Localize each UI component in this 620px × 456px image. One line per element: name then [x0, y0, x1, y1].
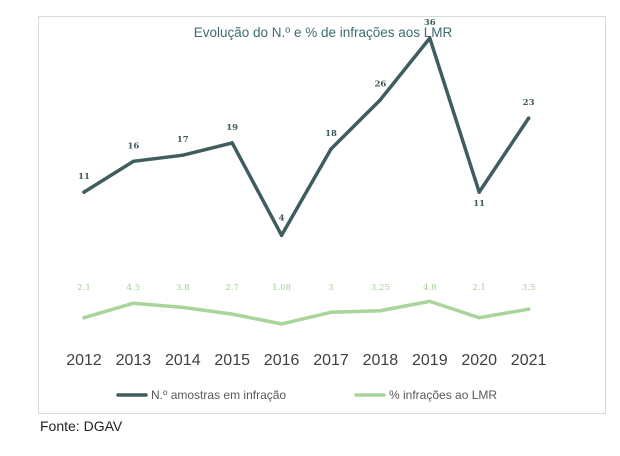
chart-frame: Evolução do N.º e % de infrações aos LMR…	[38, 16, 606, 414]
series-1-point	[329, 147, 333, 151]
series-1-point	[131, 159, 136, 164]
series-2-data-label: 1.08	[272, 283, 291, 293]
series-2-data-label: 3	[328, 283, 333, 293]
series-2-data-label: 3.25	[371, 283, 390, 293]
series-2-point	[82, 315, 86, 320]
series-2-point	[428, 299, 432, 304]
series-2-point	[378, 308, 383, 313]
x-tick-label: 2018	[363, 352, 399, 369]
series-2-point	[477, 315, 481, 320]
series-1-point	[230, 141, 234, 145]
series-2-data-label: 2.7	[225, 283, 239, 293]
series-2-data-label: 3.5	[522, 283, 536, 293]
series-2-data-label: 2.1	[472, 283, 486, 293]
series-2-point	[279, 322, 284, 326]
legend-label-series-1: N.º amostras em infração	[151, 388, 286, 402]
source-note: Fonte: DGAV	[40, 418, 123, 434]
series-2-data-label: 4.8	[423, 283, 437, 293]
series-1-point	[279, 233, 284, 238]
series-1-data-label: 19	[226, 123, 238, 133]
x-tick-label: 2013	[116, 352, 152, 369]
line-chart: 2.1 4.5 3.8 2.7 1.08 3 3.25 4.8 2.1 3.5 11 16 17 19 4 1…	[66, 18, 547, 402]
x-tick-label: 2014	[165, 352, 201, 369]
series-1-data-label: 23	[523, 98, 535, 108]
series-1-line	[82, 36, 531, 238]
series-2-point	[131, 301, 136, 305]
series-1-data-label: 17	[177, 135, 189, 145]
series-1-point	[428, 36, 432, 40]
series-1-data-label: 4	[279, 213, 285, 223]
series-2-point	[526, 307, 531, 311]
series-2-data-label: 3.8	[176, 283, 190, 293]
x-tick-label: 2019	[412, 352, 448, 369]
chart-title: Evolução do N.º e % de infrações aos LMR	[193, 25, 453, 40]
x-tick-label: 2016	[264, 352, 300, 369]
x-tick-label: 2012	[66, 352, 102, 369]
series-1-data-label: 26	[374, 80, 386, 90]
series-1-point	[477, 190, 481, 194]
series-1-point	[82, 190, 86, 194]
series-2-point	[181, 305, 185, 310]
x-tick-label: 2020	[461, 352, 497, 369]
series-1-data-label: 18	[325, 129, 337, 139]
legend-label-series-2: % infrações ao LMR	[389, 388, 497, 402]
x-tick-label: 2015	[214, 352, 250, 369]
series-1-data-label: 16	[127, 141, 139, 151]
series-1-data-label: 11	[78, 172, 90, 182]
series-2-data-label: 4.5	[127, 283, 141, 293]
x-tick-label: 2017	[313, 352, 349, 369]
x-tick-label: 2021	[511, 352, 547, 369]
series-1-data-label: 11	[473, 199, 485, 209]
series-2-point	[329, 310, 333, 314]
series-2-line	[82, 299, 531, 326]
series-2-point	[230, 312, 234, 316]
series-1-point	[378, 97, 383, 102]
series-1-point	[181, 153, 185, 157]
series-1-point	[526, 116, 531, 120]
series-1-data-label: 36	[424, 18, 436, 28]
series-2-data-label: 2.1	[77, 283, 91, 293]
